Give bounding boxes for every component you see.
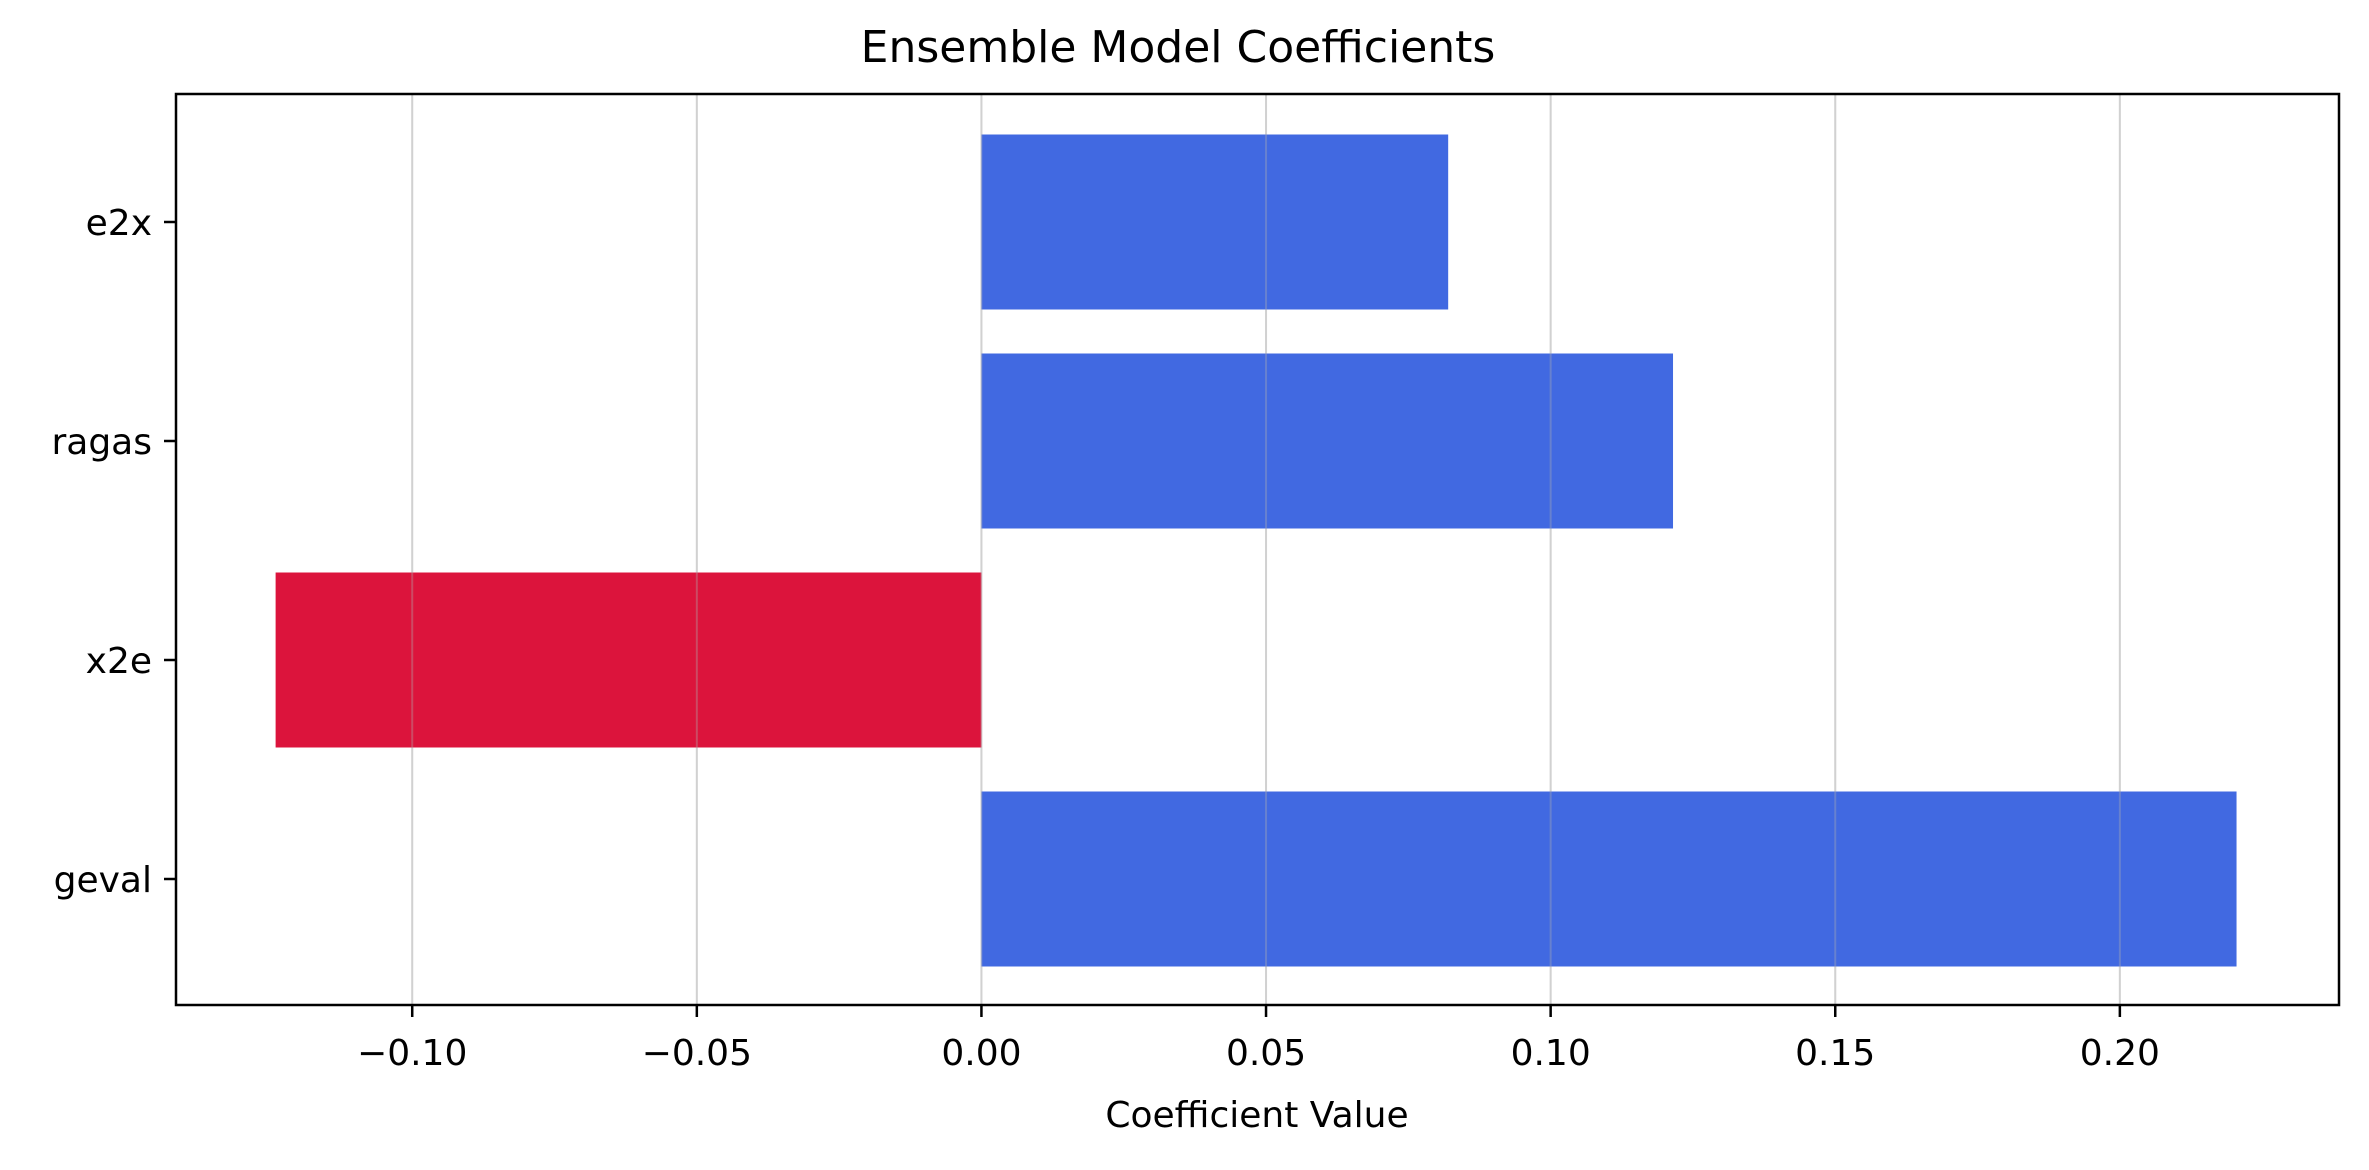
x-tick-label: 0.15 bbox=[1795, 1033, 1875, 1074]
x-tick-label: 0.20 bbox=[2080, 1033, 2160, 1074]
x-tick-label: 0.05 bbox=[1226, 1033, 1306, 1074]
bar-ragas bbox=[981, 353, 1674, 529]
y-tick-label: geval bbox=[54, 860, 152, 901]
x-tick-label: −0.10 bbox=[357, 1033, 467, 1074]
bar-x2e bbox=[275, 572, 982, 748]
x-axis-ticks: −0.10 −0.05 0.00 0.05 0.10 0.15 0.20 bbox=[357, 1005, 2160, 1074]
y-tick-label: ragas bbox=[51, 422, 152, 463]
x-tick-label: 0.10 bbox=[1511, 1033, 1591, 1074]
y-tick-label: e2x bbox=[86, 203, 152, 244]
x-tick-label: −0.05 bbox=[642, 1033, 752, 1074]
bars bbox=[275, 94, 2237, 1005]
chart-title: Ensemble Model Coefficients bbox=[861, 22, 1496, 73]
plot-frame bbox=[174, 92, 2341, 1007]
y-tick-label: x2e bbox=[86, 641, 152, 682]
x-axis-label: Coefficient Value bbox=[1105, 1095, 1408, 1136]
y-axis-ticks: e2x ragas x2e geval bbox=[51, 203, 176, 901]
bar-geval bbox=[981, 791, 2237, 967]
bar-e2x bbox=[981, 134, 1449, 310]
x-tick-label: 0.00 bbox=[941, 1033, 1021, 1074]
